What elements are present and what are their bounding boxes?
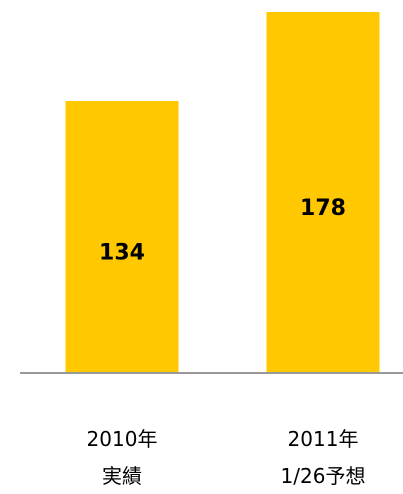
data-label: 178 xyxy=(300,196,346,221)
data-label: 134 xyxy=(99,240,145,265)
x-tick-label: 2011年 1/26予想 xyxy=(280,427,366,488)
x-tick-label: 2010年 実績 xyxy=(86,427,158,488)
bar xyxy=(65,100,179,372)
bar xyxy=(266,12,380,372)
